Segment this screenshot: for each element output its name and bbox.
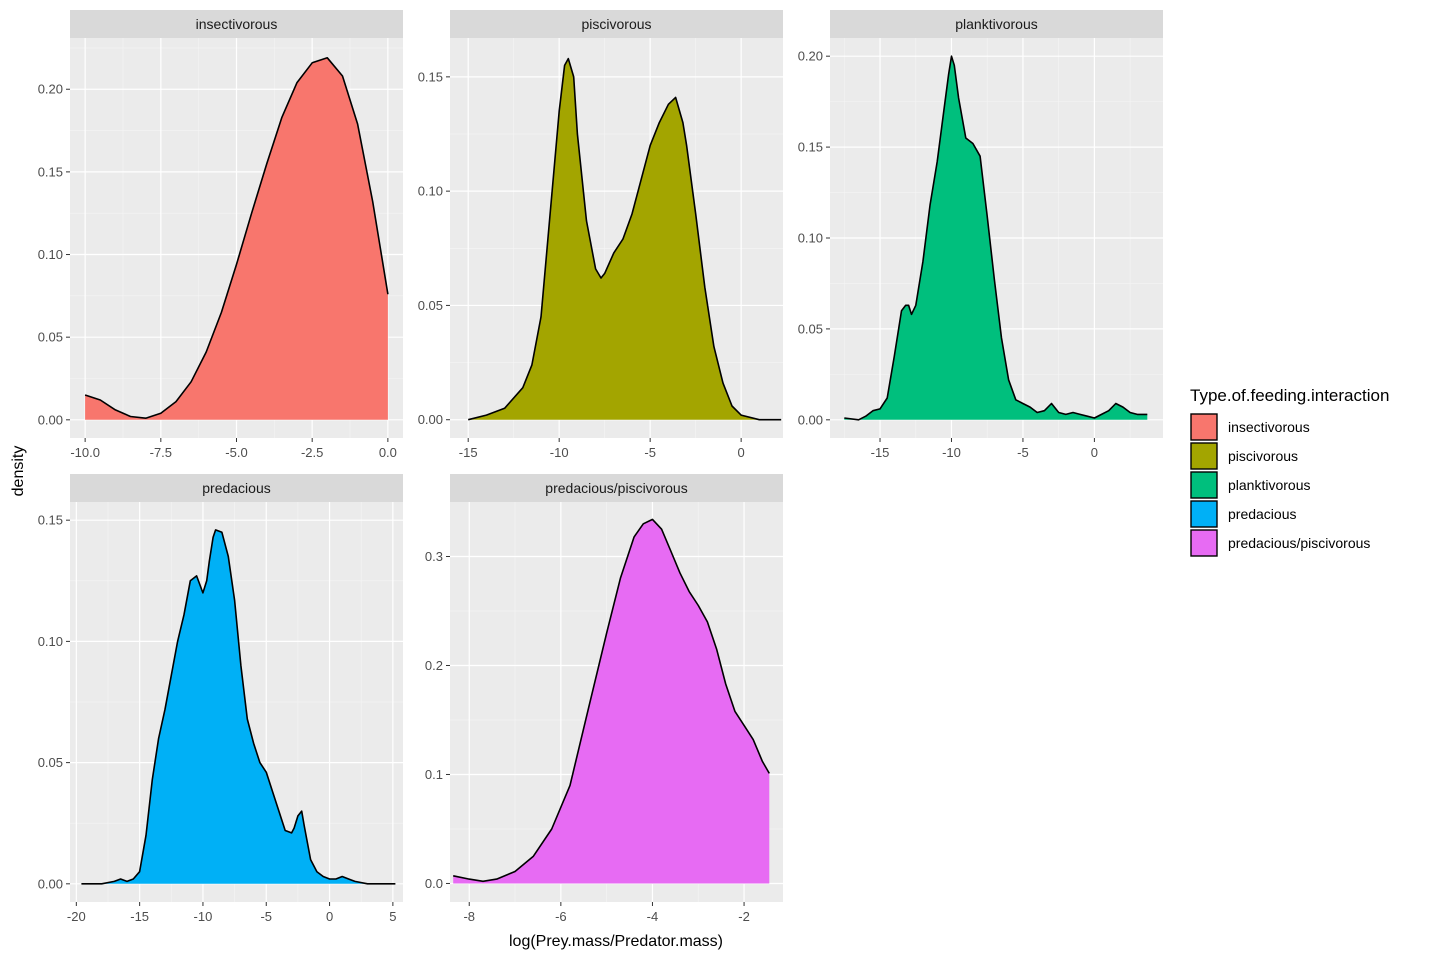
facet-strip	[450, 10, 783, 38]
x-tick-label: 0	[326, 909, 333, 924]
facet-strip-label: predacious/piscivorous	[545, 480, 687, 496]
facet-panel: predacious 0.00 0.05 0.10 0.15 -20 -15 -10 -5 0 5	[38, 474, 403, 924]
density-area	[844, 56, 1148, 420]
density-area	[453, 519, 770, 884]
x-tick-label: -15	[459, 445, 478, 460]
density-outline	[453, 518, 770, 883]
legend-label: predacious/piscivorous	[1228, 535, 1370, 551]
y-tick-label: 0.00	[38, 412, 63, 427]
density-outline	[844, 55, 1148, 421]
y-tick-label: 0.10	[798, 231, 823, 246]
x-tick-label: 0.0	[379, 445, 397, 460]
x-tick-label: -15	[871, 445, 890, 460]
y-tick-label: 0.2	[425, 658, 443, 673]
facet-strip-label: piscivorous	[581, 16, 651, 32]
legend-title: Type.of.feeding.interaction	[1190, 386, 1389, 405]
x-tick-label: -15	[130, 909, 149, 924]
y-tick-label: 0.15	[418, 69, 443, 84]
y-tick-label: 0.10	[38, 634, 63, 649]
x-tick-label: -10	[942, 445, 961, 460]
x-axis-title: log(Prey.mass/Predator.mass)	[509, 933, 723, 950]
legend-label: predacious	[1228, 506, 1297, 522]
legend-label: piscivorous	[1228, 448, 1298, 464]
facet-panel: insectivorous 0.00 0.05 0.10 0.15 0.20 -10.0 -7…	[38, 10, 403, 460]
x-tick-label: -5	[1017, 445, 1029, 460]
y-tick-label: 0.10	[38, 247, 63, 262]
facet-strip-label: predacious	[202, 480, 271, 496]
density-area	[81, 529, 396, 884]
y-tick-label: 0.15	[798, 140, 823, 155]
facet-strip	[830, 10, 1163, 38]
facet-strip-label: insectivorous	[196, 16, 278, 32]
legend-key	[1190, 471, 1218, 499]
x-tick-label: -20	[67, 909, 86, 924]
density-area	[85, 57, 388, 420]
facet-strip	[450, 474, 783, 502]
density-outline	[81, 529, 396, 885]
y-tick-label: 0.15	[38, 164, 63, 179]
x-tick-label: -2.5	[301, 445, 323, 460]
y-tick-label: 0.00	[38, 876, 63, 891]
y-tick-label: 0.05	[38, 330, 63, 345]
x-tick-label: -8	[463, 909, 475, 924]
facet-strip-label: planktivorous	[955, 16, 1038, 32]
x-tick-label: -7.5	[150, 445, 172, 460]
facet-strip	[70, 474, 403, 502]
x-tick-label: -2	[738, 909, 750, 924]
facet-panel: predacious/piscivorous 0.0 0.1 0.2 0.3 -8 -6 -4…	[425, 474, 783, 924]
x-tick-label: -10	[194, 909, 213, 924]
facet-panel: piscivorous 0.00 0.05 0.10 0.15 -15 -10 -5 0	[418, 10, 783, 460]
y-tick-label: 0.20	[38, 82, 63, 97]
x-tick-label: 5	[389, 909, 396, 924]
x-tick-label: -5	[644, 445, 656, 460]
x-tick-label: -5.0	[225, 445, 247, 460]
density-outline	[468, 57, 782, 421]
y-tick-label: 0.0	[425, 876, 443, 891]
density-outline	[84, 57, 389, 419]
legend-label: planktivorous	[1228, 477, 1311, 493]
y-tick-label: 0.10	[418, 184, 443, 199]
x-tick-label: -4	[647, 909, 659, 924]
legend-key	[1190, 413, 1218, 441]
y-axis-title: density	[10, 446, 27, 497]
density-area	[468, 58, 782, 420]
y-tick-label: 0.00	[798, 412, 823, 427]
x-tick-label: -5	[260, 909, 272, 924]
y-tick-label: 0.05	[798, 321, 823, 336]
x-tick-label: -10.0	[70, 445, 100, 460]
legend-key	[1190, 529, 1218, 557]
legend-label: insectivorous	[1228, 419, 1310, 435]
facet-panel: planktivorous 0.00 0.05 0.10 0.15 0.20 -15 -10 -…	[798, 10, 1163, 460]
y-tick-label: 0.20	[798, 49, 823, 64]
y-tick-label: 0.15	[38, 513, 63, 528]
legend-key	[1190, 442, 1218, 470]
x-tick-label: 0	[1091, 445, 1098, 460]
x-tick-label: 0	[738, 445, 745, 460]
facet-strip	[70, 10, 403, 38]
y-tick-label: 0.00	[418, 412, 443, 427]
x-tick-label: -10	[550, 445, 569, 460]
legend-key	[1190, 500, 1218, 528]
y-tick-label: 0.05	[418, 298, 443, 313]
legend: Type.of.feeding.interaction insectivorou…	[1190, 386, 1389, 557]
x-tick-label: -6	[555, 909, 567, 924]
y-tick-label: 0.05	[38, 755, 63, 770]
legend-entries: insectivorous piscivorous planktivorous pre…	[1190, 413, 1370, 557]
y-tick-label: 0.3	[425, 549, 443, 564]
y-tick-label: 0.1	[425, 767, 443, 782]
